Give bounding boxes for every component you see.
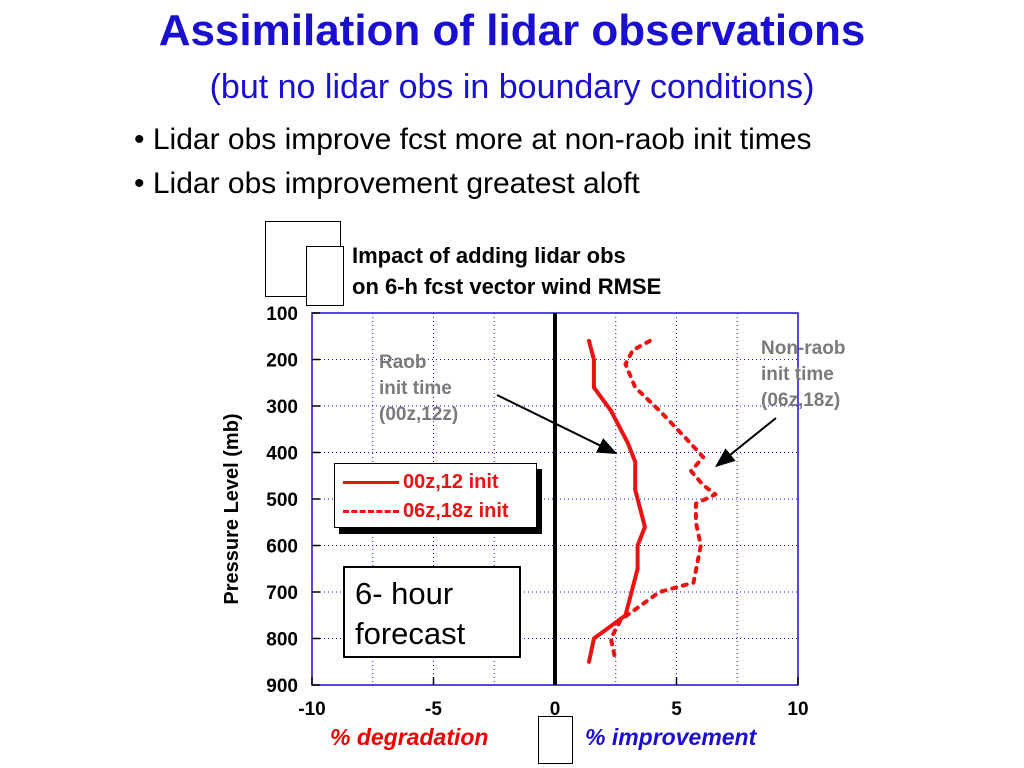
series-line-00z-12z [587,338,647,664]
x-tick-label: 10 [787,699,808,720]
non-raob-annotation: Non-raob init time (06z,18z) [761,336,845,414]
raob-arrow [496,394,618,455]
degradation-label: % degradation [330,724,489,750]
legend-swatch-dashed [343,509,399,513]
chart-title-line-1: Impact of adding lidar obs [352,243,626,268]
annotation-line: init time [379,378,452,399]
y-tick-label: 100 [266,304,298,325]
legend-swatch-solid [343,480,399,484]
x-tick-label: 5 [671,699,682,720]
forecast-box-line-1: 6- hour [355,576,454,611]
chart-title: Impact of adding lidar obs on 6-h fcst v… [352,240,661,302]
y-tick-label: 300 [266,397,298,418]
annotation-line: Non-raob [761,338,846,359]
y-axis-label: Pressure Level (mb) [221,413,243,604]
y-tick-label: 500 [266,490,298,511]
x-tick-label: 0 [550,699,561,720]
annotation-line: init time [761,364,834,385]
y-tick-label: 200 [266,351,298,372]
forecast-box-line-2: forecast [355,616,466,651]
raob-annotation: Raob init time (00z,12z) [379,350,458,428]
annotation-line: (00z,12z) [379,404,459,425]
forecast-box: 6- hour forecast [343,566,521,658]
bullet-item: Lidar obs improve fcst more at non-raob … [134,120,812,164]
x-tick-label: -5 [425,699,442,720]
decorative-box-front [306,246,344,306]
decorative-box-center [538,716,573,764]
series-line-06z-18z [608,338,718,664]
chart-legend: 00z,12 init 06z,18z init [334,463,537,528]
chart-title-line-2: on 6-h fcst vector wind RMSE [352,274,662,299]
y-tick-label: 600 [266,537,298,558]
bullet-list: Lidar obs improve fcst more at non-raob … [134,120,812,208]
y-tick-label: 900 [266,676,298,697]
y-tick-label: 800 [266,630,298,651]
legend-entry-00z-12z: 00z,12 init [343,470,499,494]
y-tick-label: 400 [266,444,298,465]
legend-label: 00z,12 init [403,470,499,493]
legend-entry-06z-18z: 06z,18z init [343,499,509,523]
improvement-label: % improvement [585,724,757,750]
slide-subtitle: (but no lidar obs in boundary conditions… [209,68,815,106]
y-tick-label: 700 [266,583,298,604]
x-tick-label: -10 [298,699,325,720]
slide-title: Assimilation of lidar observations [158,6,866,55]
annotation-line: Raob [379,352,427,373]
non-raob-arrow [714,417,777,468]
bullet-item: Lidar obs improvement greatest aloft [134,164,811,208]
annotation-line: (06z,18z) [761,390,841,411]
legend-label: 06z,18z init [403,499,509,522]
